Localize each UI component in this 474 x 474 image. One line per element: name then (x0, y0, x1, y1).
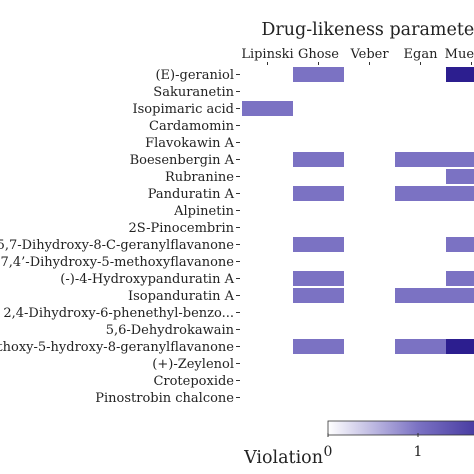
legend-tick-label: 1 (414, 444, 423, 460)
heatmap-cell (293, 237, 344, 252)
chart-title: Drug-likeness parameter (261, 20, 474, 40)
column-label: Egan (404, 47, 439, 62)
heatmap-cell (395, 186, 446, 201)
row-label: Cardamomin (149, 119, 235, 134)
heatmap-cell (293, 186, 344, 201)
heatmap-cell (446, 186, 474, 201)
heatmap-cell (293, 271, 344, 286)
row-label: Isopanduratin A (128, 289, 235, 304)
heatmap-cell (395, 152, 446, 167)
row-label: Rubranine (165, 170, 234, 185)
heatmap-cell (395, 339, 446, 354)
heatmap-cell (293, 339, 344, 354)
heatmap-cell (446, 339, 474, 354)
heatmap-cell (446, 288, 474, 303)
row-label: (+)-Zeylenol (152, 357, 234, 372)
row-label: Crotepoxide (153, 374, 234, 389)
row-label: Pinostrobin chalcone (95, 391, 234, 406)
row-label: (-)-4-Hydroxypanduratin A (60, 272, 234, 287)
row-label: 7,4’-Dihydroxy-5-methoxyflavanone (1, 255, 235, 270)
column-label: Veber (349, 47, 389, 62)
row-label: Methoxy-5-hydroxy-8-geranylflavanone (0, 340, 234, 355)
row-label: Flavokawin A (145, 136, 235, 151)
heatmap-cell (293, 67, 344, 82)
legend-title: Violation (243, 448, 323, 468)
row-label: Alpinetin (173, 204, 234, 219)
column-label: Lipinski (241, 47, 293, 62)
legend-colorbar (327, 420, 474, 436)
row-label: 5,7-Dihydroxy-8-C-geranylflavanone (0, 238, 234, 253)
column-label: Ghose (298, 47, 339, 62)
heatmap-cell (446, 271, 474, 286)
row-label: Boesenbergin A (130, 153, 235, 168)
row-label: 5,6-Dehydrokawain (106, 323, 235, 338)
column-label: Muegge (445, 47, 474, 62)
heatmap-cell (395, 288, 446, 303)
row-label: Isopimaric acid (133, 102, 235, 117)
row-label: 2S-Pinocembrin (128, 221, 234, 236)
row-label: 2,4-Dihydroxy-6-phenethyl-benzo... (3, 306, 234, 321)
heatmap-cell (242, 101, 293, 116)
heatmap-cell (293, 152, 344, 167)
row-label: (E)-geraniol (155, 68, 234, 83)
row-label: Panduratin A (148, 187, 235, 202)
heatmap-cell (446, 152, 474, 167)
heatmap-cell (446, 67, 474, 82)
heatmap-cell (446, 237, 474, 252)
legend-tick-label: 0 (324, 444, 333, 460)
heatmap-cell (446, 169, 474, 184)
heatmap-cell (293, 288, 344, 303)
row-label: Sakuranetin (153, 85, 234, 100)
